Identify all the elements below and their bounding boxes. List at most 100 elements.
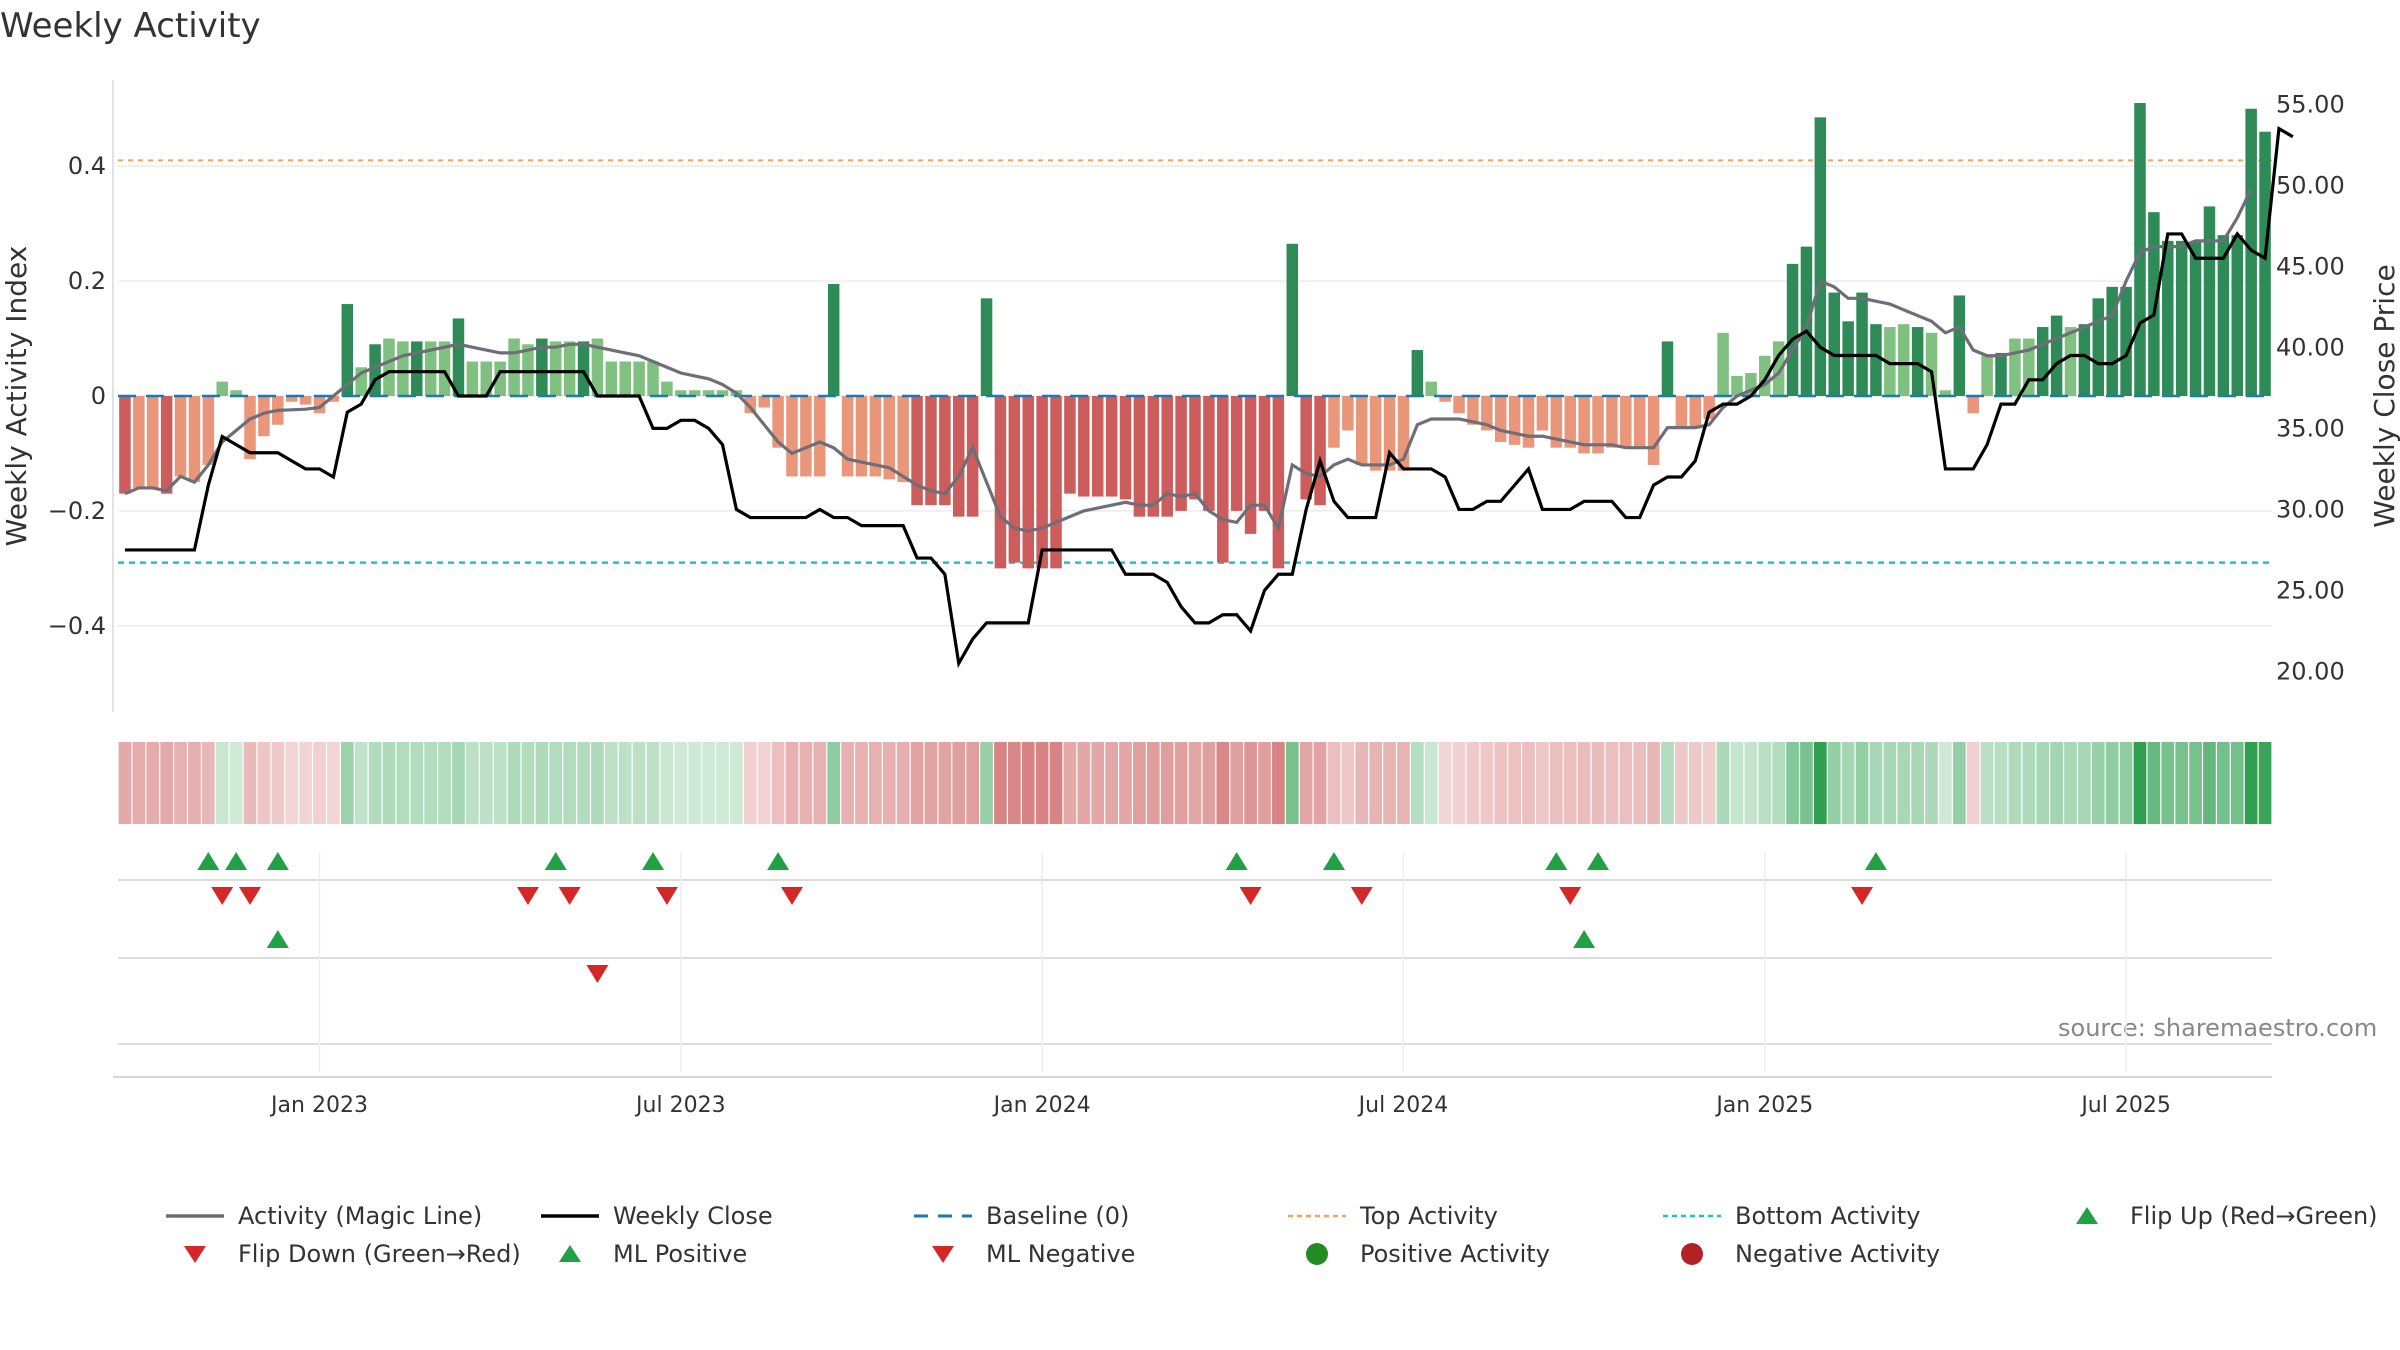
activity-bar [1078, 396, 1090, 497]
heat-cell [535, 742, 549, 824]
activity-bar [605, 361, 618, 396]
flip-down-marker [655, 887, 678, 905]
activity-bar [786, 396, 798, 477]
heat-cell [1411, 742, 1424, 824]
heat-cell [313, 742, 326, 824]
activity-bar [1494, 396, 1507, 442]
activity-bar [1606, 396, 1618, 448]
legend-label: Bottom Activity [1735, 1202, 1920, 1230]
activity-bar [619, 361, 631, 396]
activity-bar [1286, 243, 1299, 396]
activity-bar [2106, 286, 2118, 396]
heat-cell [1035, 742, 1049, 824]
heat-cell [1633, 742, 1647, 824]
heat-cell [2230, 742, 2244, 824]
heat-cell [2203, 742, 2216, 824]
chart-source: source: sharemaestro.com [2058, 1014, 2378, 1042]
activity-bar [1133, 396, 1146, 517]
flip-up-marker [642, 852, 665, 870]
heat-cell [201, 742, 215, 824]
activity-bar [1189, 396, 1201, 500]
heat-cell [896, 742, 910, 824]
activity-bar [2175, 240, 2188, 396]
activity-bar [925, 396, 937, 506]
legend-item-flipdown: Flip Down (Green→Red) [184, 1240, 521, 1268]
activity-bar [911, 396, 923, 506]
legend-label: Flip Down (Green→Red) [238, 1240, 521, 1268]
heat-cell [1675, 742, 1688, 824]
heat-cell [1105, 742, 1118, 824]
legend-swatch [2076, 1207, 2098, 1224]
heat-cell [1661, 742, 1674, 824]
heat-cell [299, 742, 312, 824]
heat-cell [702, 742, 715, 824]
activity-bar [1105, 396, 1118, 497]
activity-bar [2231, 235, 2244, 396]
activity-bar [202, 396, 215, 465]
flip-up-marker [225, 852, 248, 870]
activity-bar [883, 396, 896, 480]
heat-cell [1619, 742, 1633, 824]
legend-label: Positive Activity [1360, 1240, 1550, 1268]
heat-cell [1466, 742, 1480, 824]
heat-cell [1980, 742, 1994, 824]
legend-label: ML Negative [986, 1240, 1135, 1268]
heat-cell [1077, 742, 1091, 824]
heat-cell [2036, 742, 2050, 824]
heat-cell [1508, 742, 1521, 824]
heat-cell [980, 742, 993, 824]
y2-tick-label: 30.00 [2276, 495, 2345, 523]
activity-bar [2259, 131, 2271, 396]
activity-bar [2134, 102, 2146, 397]
activity-bar [827, 283, 840, 396]
activity-bar [966, 396, 979, 517]
heat-cell [730, 742, 743, 824]
heat-cell [1716, 742, 1730, 824]
heat-cell [1355, 742, 1369, 824]
activity-bar [1244, 396, 1257, 534]
flip-down-marker [780, 887, 803, 905]
activity-bar [119, 396, 131, 494]
activity-bar [1564, 396, 1576, 448]
heat-cell [1563, 742, 1577, 824]
heat-cell [493, 742, 507, 824]
legend-swatch [932, 1246, 954, 1263]
heat-cell [2119, 742, 2133, 824]
flip-down-marker [516, 887, 539, 905]
activity-bar [1536, 396, 1549, 431]
activity-bar [2023, 338, 2035, 396]
heat-cell [132, 742, 146, 824]
activity-bar [1759, 355, 1771, 396]
heat-cell [1772, 742, 1786, 824]
activity-bar [160, 396, 173, 494]
heat-cell [1119, 742, 1132, 824]
heat-cell [1897, 742, 1911, 824]
heat-cell [1494, 742, 1508, 824]
legend-label: Weekly Close [613, 1202, 773, 1230]
activity-bar [869, 396, 882, 477]
legend-swatch [184, 1246, 206, 1263]
heat-cell [1063, 742, 1077, 824]
heat-cell [952, 742, 966, 824]
heat-cell [2175, 742, 2189, 824]
activity-bar [1620, 396, 1632, 448]
activity-bar [2064, 327, 2077, 396]
activity-bar [341, 304, 354, 396]
activity-bar [1383, 396, 1396, 471]
heat-cell [1438, 742, 1452, 824]
heat-cell [841, 742, 854, 824]
activity-bar [2120, 286, 2132, 396]
legend-item-mlpos: ML Positive [559, 1240, 747, 1268]
activity-bar [2148, 212, 2160, 396]
activity-bar [2217, 235, 2230, 396]
heat-cell [604, 742, 618, 824]
activity-bar [1119, 396, 1132, 500]
activity-bar [550, 341, 562, 396]
heat-cell [1966, 742, 1980, 824]
activity-bar [2009, 338, 2021, 396]
activity-bar [2050, 315, 2063, 396]
activity-bar [716, 390, 729, 396]
heat-cell [2244, 742, 2258, 824]
activity-bar [772, 396, 784, 448]
heat-cell [813, 742, 827, 824]
